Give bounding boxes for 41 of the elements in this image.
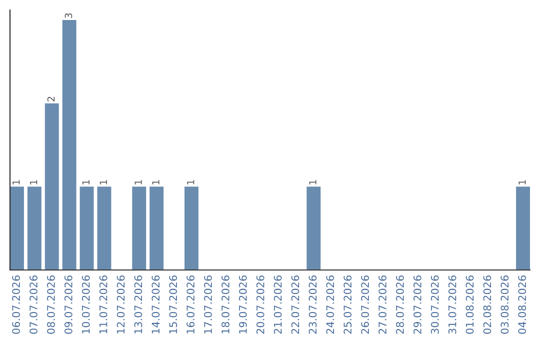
x-tick-label: 02.08.2026	[483, 276, 492, 334]
x-tick-label: 14.07.2026	[152, 276, 160, 334]
data-label: 2	[47, 96, 55, 102]
x-tick-label: 18.07.2026	[222, 276, 230, 334]
x-tick-label: 21.07.2026	[274, 276, 282, 334]
data-label: 1	[82, 180, 90, 184]
x-tick-label: 07.07.2026	[30, 276, 38, 334]
x-tick-label: 20.07.2026	[256, 276, 264, 334]
data-label: 1	[100, 180, 107, 184]
data-label: 1	[187, 180, 194, 184]
x-tick-label: 08.07.2026	[47, 276, 55, 334]
x-tick-label: 01.08.2026	[466, 276, 474, 334]
x-tick-label: 12.07.2026	[116, 276, 125, 334]
x-tick-label: 19.07.2026	[238, 276, 247, 334]
x-tick-label: 31.07.2026	[448, 276, 456, 334]
x-tick-label: 03.08.2026	[500, 276, 509, 334]
x-tick-label: 23.07.2026	[308, 276, 317, 334]
data-label: 1	[309, 180, 316, 184]
x-tick-label: 09.07.2026	[64, 276, 72, 334]
x-tick-label: 22.07.2026	[291, 276, 300, 334]
data-label: 1	[518, 180, 526, 184]
data-label: 1	[12, 180, 20, 184]
data-label: 1	[152, 180, 160, 184]
x-tick-label: 17.07.2026	[204, 276, 212, 334]
x-tick-label: 25.07.2026	[344, 276, 352, 334]
data-label: 3	[64, 13, 72, 18]
x-tick-label: 29.07.2026	[413, 276, 422, 334]
x-tick-label: 28.07.2026	[396, 276, 404, 334]
x-tick-label: 15.07.2026	[169, 276, 178, 334]
x-tick-label: 04.08.2026	[518, 276, 526, 334]
x-tick-label: 13.07.2026	[134, 276, 142, 334]
data-label: 1	[134, 180, 142, 184]
x-tick-label: 11.07.2026	[99, 276, 108, 334]
x-tick-label: 16.07.2026	[186, 276, 194, 334]
x-tick-label: 26.07.2026	[361, 276, 369, 334]
x-tick-label: 10.07.2026	[82, 276, 90, 334]
x-tick-label: 24.07.2026	[326, 276, 334, 334]
x-tick-label: 27.07.2026	[378, 276, 386, 334]
x-tick-label: 06.07.2026	[12, 276, 20, 334]
x-tick-label: 30.07.2026	[430, 276, 439, 334]
data-label: 1	[30, 180, 38, 184]
